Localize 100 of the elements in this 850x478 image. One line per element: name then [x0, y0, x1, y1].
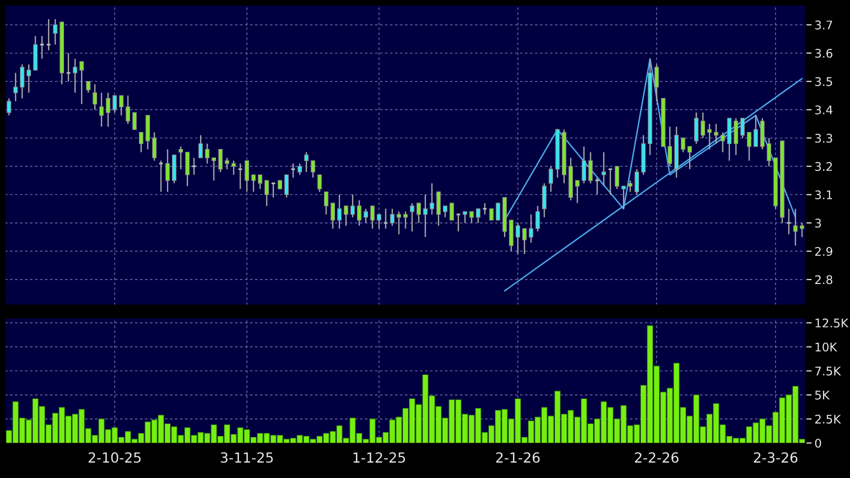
candlestick: [205, 143, 210, 164]
candlestick: [614, 166, 620, 190]
candlestick: [793, 208, 798, 246]
candlestick: [700, 112, 706, 139]
candlestick: [53, 18, 58, 46]
candlestick: [298, 162, 302, 176]
candlestick: [680, 137, 686, 153]
candlestick: [714, 123, 718, 144]
y-tick-label: 3.1: [815, 190, 832, 200]
x-tick-label: 2-1-26: [496, 452, 540, 463]
candlestick: [26, 64, 31, 94]
y-tick-label: 3.6: [815, 48, 832, 58]
candlestick: [548, 166, 554, 192]
candlestick: [489, 208, 494, 220]
candlestick: [588, 152, 593, 184]
y-tick-label: 3.7: [815, 20, 832, 30]
candlestick: [396, 210, 402, 235]
candlestick: [621, 186, 626, 210]
candlestick: [72, 58, 78, 94]
candlestick: [766, 137, 772, 167]
candlestick: [469, 210, 474, 224]
y-tick-label: 3.4: [815, 105, 832, 114]
candlestick: [119, 94, 124, 116]
candlestick: [6, 98, 12, 116]
candlestick: [442, 205, 448, 218]
candlestick: [416, 202, 421, 224]
candlestick: [688, 146, 692, 170]
candlestick: [112, 94, 117, 114]
candlestick: [244, 160, 250, 192]
candlestick: [734, 118, 738, 156]
candlestick: [304, 152, 309, 173]
candlestick: [350, 194, 355, 218]
candlestick: [330, 202, 335, 230]
candlestick: [410, 202, 414, 232]
candlestick: [516, 222, 520, 255]
candlestick: [284, 174, 289, 198]
candlestick: [152, 132, 157, 162]
candlestick: [232, 160, 236, 176]
candlestick: [337, 194, 342, 230]
candlestick: [403, 210, 408, 230]
candlestick: [390, 208, 394, 226]
candlestick: [476, 208, 480, 224]
candlestick: [79, 60, 84, 105]
candlestick: [364, 208, 368, 224]
y-tick-label: 0: [815, 438, 822, 448]
candlestick: [138, 132, 144, 153]
y-tick-label: 2.9: [815, 246, 832, 256]
x-tick-label: 2-3-26: [754, 452, 798, 463]
candlestick: [218, 148, 223, 173]
candlestick: [423, 194, 428, 238]
y-tick-label: 5K: [815, 390, 830, 400]
candlestick: [634, 168, 639, 196]
candlestick: [178, 146, 183, 170]
candlestick: [251, 174, 256, 192]
candlestick: [575, 180, 580, 204]
candlestick: [582, 146, 586, 184]
candlestick: [462, 210, 468, 224]
candlestick: [185, 152, 190, 187]
candlestick: [800, 222, 804, 238]
x-tick-label: 3-11-25: [220, 452, 273, 463]
candlestick: [224, 157, 230, 170]
candlestick: [528, 214, 534, 244]
candlestick: [92, 84, 98, 110]
candlestick: [20, 64, 24, 100]
candlestick: [628, 180, 632, 192]
candlestick: [746, 132, 752, 162]
y-tick-label: 10K: [816, 342, 838, 352]
y-tick-label: 2.8: [815, 275, 832, 284]
y-tick-label: 7.5K: [815, 366, 842, 376]
y-tick-label: 3.5: [815, 77, 832, 86]
candlestick: [344, 205, 348, 226]
candlestick: [668, 126, 672, 167]
candlestick: [106, 92, 110, 128]
candlestick: [132, 112, 137, 130]
candlestick: [536, 205, 540, 232]
candlestick: [264, 180, 269, 207]
candlestick: [654, 64, 659, 102]
candlestick: [370, 205, 375, 230]
candlestick: [450, 202, 454, 220]
y-tick-label: 3.2: [815, 162, 832, 171]
y-tick-label: 3.3: [815, 134, 832, 143]
candlestick: [694, 112, 698, 144]
candlestick: [522, 228, 527, 255]
candlestick: [165, 148, 170, 192]
candlestick: [740, 118, 745, 139]
candlestick: [317, 174, 322, 192]
candlestick: [707, 123, 712, 150]
candlestick: [720, 132, 725, 153]
y-tick-label: 2.5K: [815, 414, 842, 424]
candlestick: [86, 80, 90, 94]
candlestick: [99, 92, 104, 128]
candlestick: [754, 114, 758, 148]
candlestick: [310, 160, 316, 178]
candlestick: [357, 200, 362, 226]
x-tick-label: 1-12-25: [353, 452, 405, 463]
candlestick: [212, 157, 216, 182]
candlestick: [258, 174, 262, 190]
candlestick: [542, 182, 546, 218]
candlestick: [496, 202, 500, 220]
candlestick: [376, 214, 382, 230]
